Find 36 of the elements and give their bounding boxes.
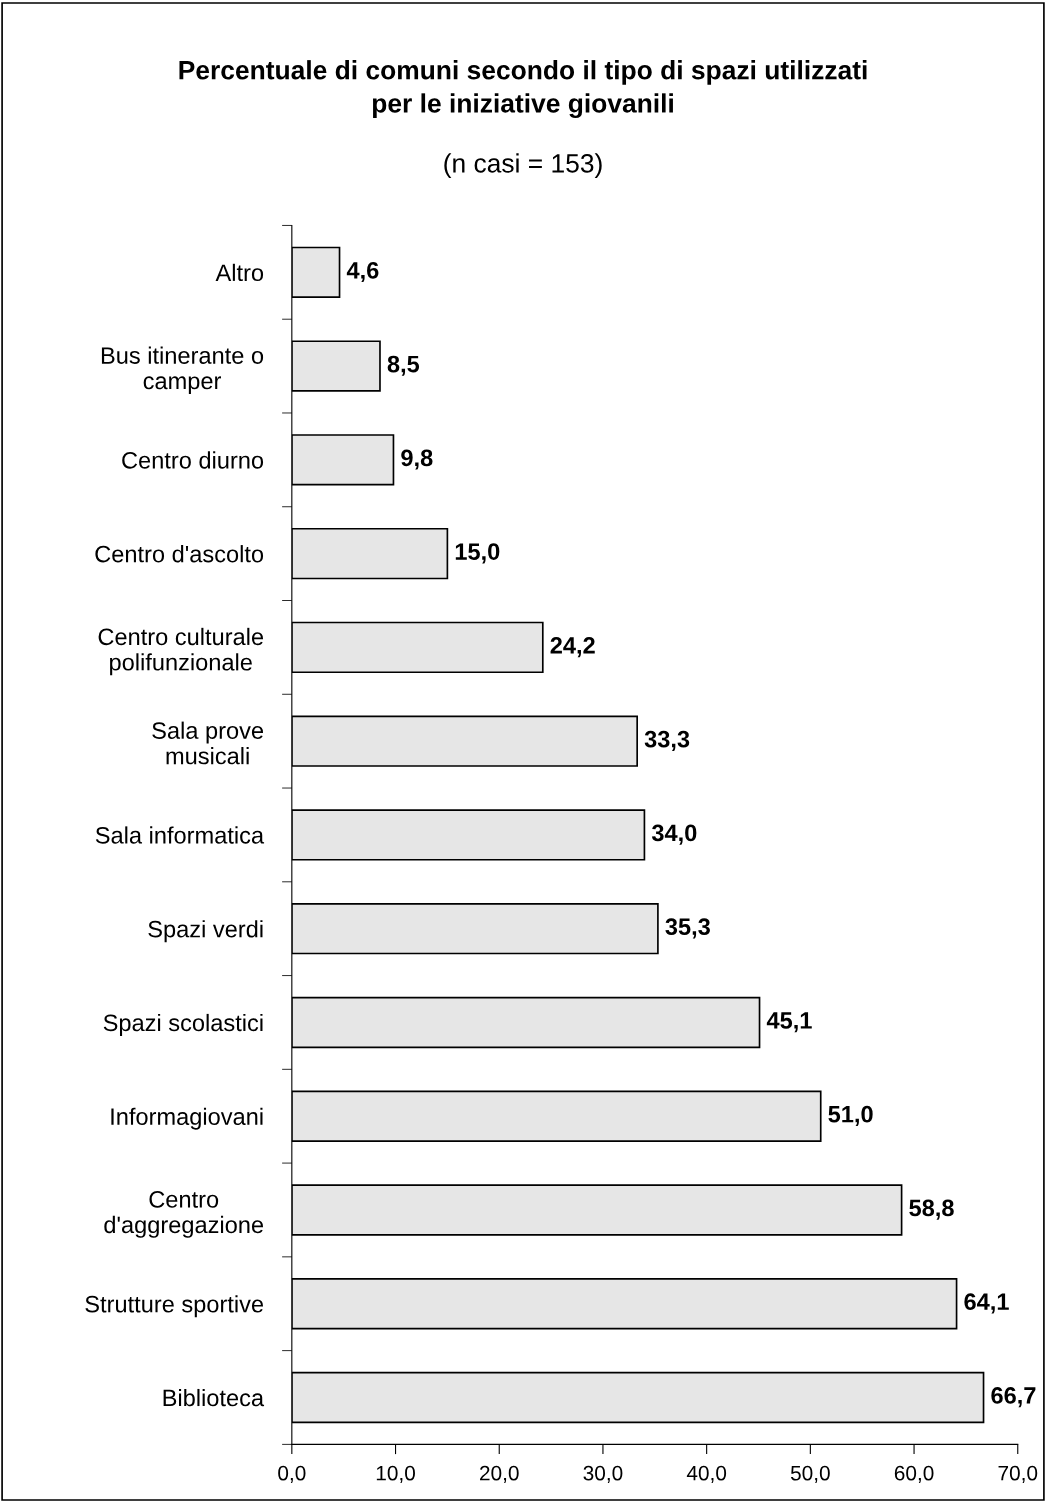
y-tick-label: Bus itinerante o camper — [101, 346, 264, 394]
data-label: 45,1 — [766, 1012, 812, 1033]
y-tick-label: Centro d'ascolto — [95, 545, 264, 563]
y-tick-label: Sala prove musicali — [152, 721, 264, 765]
y-tick-label: Informagiovani — [111, 1107, 263, 1130]
y-tick-label: Spazi verdi — [148, 920, 263, 943]
y-tick-label: Altro — [215, 263, 264, 282]
data-label: 51,0 — [828, 1105, 873, 1126]
data-label: 64,1 — [964, 1293, 1009, 1314]
x-tick-label: 10,0 — [376, 1465, 415, 1483]
y-tick-label: Centro culturale polifunzionale — [98, 627, 264, 676]
y-tick-label: Sala informatica — [95, 826, 265, 844]
data-label: 15,0 — [455, 543, 500, 564]
chart-title: Percentuale di comuni secondo il tipo di spazi utilizzati per le iniziative giovanili — [179, 60, 867, 119]
data-label: 34,0 — [651, 824, 697, 845]
data-label: 66,7 — [991, 1387, 1036, 1408]
data-label: 8,5 — [387, 355, 420, 376]
x-tick-label: 30,0 — [583, 1465, 623, 1483]
data-label: 4,6 — [346, 261, 379, 283]
y-tick-label: Biblioteca — [163, 1388, 265, 1407]
x-tick-label: 60,0 — [894, 1465, 934, 1483]
x-tick-label: 40,0 — [686, 1465, 727, 1483]
data-label: 24,2 — [550, 637, 595, 658]
data-label: 33,3 — [644, 730, 690, 751]
y-tick-label: Centro d'aggregazione — [104, 1191, 264, 1238]
y-tick-label: Centro diurno — [122, 451, 264, 469]
chart-subtitle: (n casi = 153) — [444, 153, 602, 178]
x-tick-label: 20,0 — [480, 1465, 519, 1483]
y-tick-label: Strutture sportive — [85, 1295, 264, 1318]
y-tick-label: Spazi scolastici — [103, 1013, 263, 1036]
data-label: 35,3 — [665, 918, 710, 939]
x-tick-label: 0,0 — [278, 1465, 306, 1483]
data-label: 9,8 — [401, 449, 433, 470]
x-tick-label: 70,0 — [998, 1465, 1038, 1483]
data-label: 58,8 — [909, 1199, 954, 1220]
x-tick-label: 50,0 — [790, 1465, 830, 1483]
